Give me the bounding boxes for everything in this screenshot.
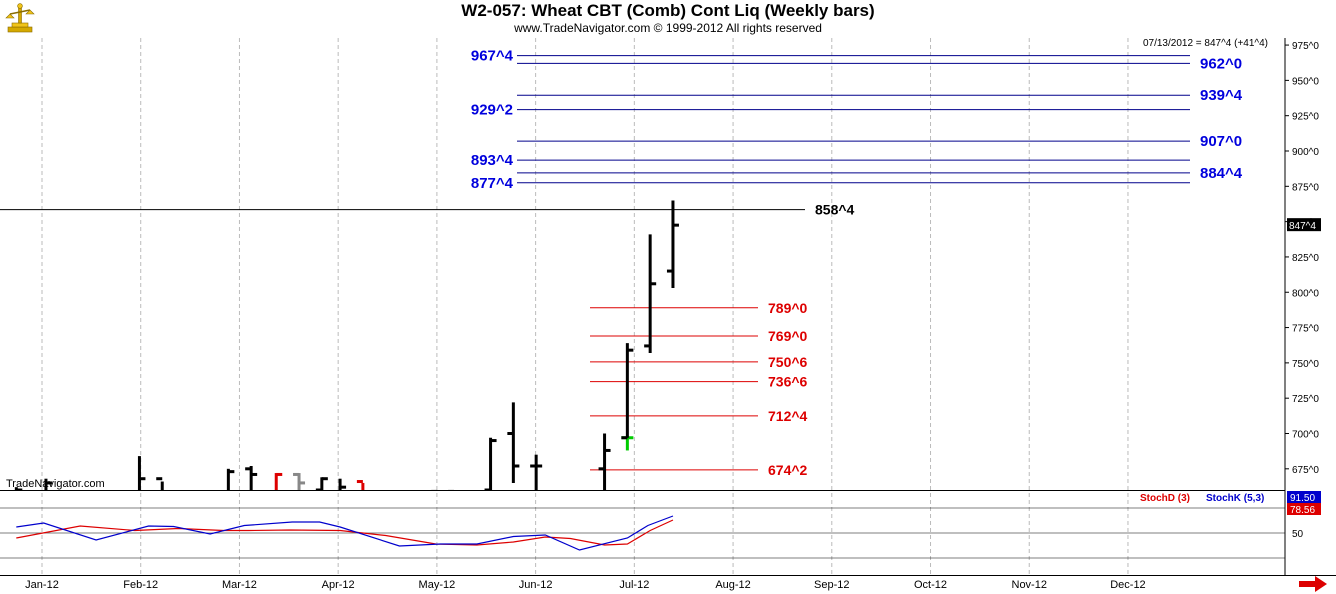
- price-level-label: 877^4: [471, 175, 514, 192]
- legend-stochk: StochK (5,3): [1206, 493, 1264, 504]
- month-tick-label: Apr-12: [322, 579, 355, 591]
- price-tick-label: 925^0: [1292, 112, 1319, 123]
- ohlc-bar[interactable]: [293, 472, 306, 518]
- ohlc-bar[interactable]: [507, 402, 520, 483]
- grid-lines: [0, 38, 1336, 576]
- chart-title: W2-057: Wheat CBT (Comb) Cont Liq (Weekl…: [461, 1, 875, 20]
- month-tick-label: Dec-12: [1110, 579, 1145, 591]
- price-tick-label: 700^0: [1292, 430, 1319, 441]
- ohlc-bar[interactable]: [530, 454, 543, 497]
- copyright-text: www.TradeNavigator.com © 1999-2012 All r…: [514, 21, 822, 35]
- month-tick-label: Jun-12: [519, 579, 553, 591]
- price-tick-label: 675^0: [1292, 465, 1319, 476]
- price-level-label: 674^2: [768, 462, 808, 478]
- price-tick-label: 750^0: [1292, 359, 1319, 370]
- ohlc-bar[interactable]: [156, 477, 168, 519]
- ohlc-bar[interactable]: [334, 478, 347, 519]
- legend-stochd: StochD (3): [1140, 493, 1190, 504]
- price-level-label: 939^4: [1200, 87, 1243, 104]
- price-level-label: 907^0: [1200, 133, 1242, 150]
- price-tick-label: 825^0: [1292, 253, 1319, 264]
- month-tick-label: May-12: [419, 579, 456, 591]
- price-level-label: 967^4: [471, 48, 514, 65]
- price-tick-label: 800^0: [1292, 288, 1319, 299]
- ohlc-bar[interactable]: [133, 456, 146, 518]
- price-level-label: 893^4: [471, 152, 514, 169]
- ohlc-bar[interactable]: [245, 465, 258, 511]
- ohlc-bar[interactable]: [382, 493, 394, 518]
- stoch-current-marker: [1287, 491, 1321, 503]
- ohlc-bar[interactable]: [108, 490, 120, 518]
- price-level-label: 736^6: [768, 374, 808, 390]
- ohlc-bar[interactable]: [222, 468, 235, 518]
- price-level-label: 750^6: [768, 354, 808, 370]
- stoch-current-label: 78.56: [1290, 505, 1315, 516]
- price-bars: [10, 200, 679, 519]
- right-arrow-icon[interactable]: [1298, 575, 1328, 593]
- price-tick-label: 900^0: [1292, 147, 1319, 158]
- stoch-series-line: [16, 515, 674, 551]
- stoch-tick-label: 50: [1292, 529, 1304, 540]
- ohlc-bar[interactable]: [40, 478, 52, 511]
- price-levels: 967^4 962^0 939^4 929^2 907^0 893^4 884^4 877^4…: [0, 48, 1243, 478]
- price-tick-label: 775^0: [1292, 324, 1319, 335]
- ohlc-bar[interactable]: [448, 489, 460, 518]
- price-level-label: 789^0: [768, 300, 808, 316]
- price-level-label: 884^4: [1200, 165, 1243, 182]
- ohlc-bar[interactable]: [10, 487, 23, 497]
- ohlc-bar[interactable]: [195, 491, 207, 518]
- price-level-label: 962^0: [1200, 55, 1242, 72]
- month-tick-label: Feb-12: [123, 579, 158, 591]
- stoch-current-marker: [1287, 503, 1321, 515]
- price-level-label: 858^4: [815, 202, 855, 218]
- ohlc-bar[interactable]: [621, 436, 634, 451]
- last-price-note: 07/13/2012 = 847^4 (+41^4): [1143, 38, 1268, 49]
- price-tick-label: 725^0: [1292, 394, 1319, 405]
- ohlc-bar[interactable]: [666, 200, 679, 289]
- watermark: TradeNavigator.com: [6, 478, 105, 490]
- trade-navigator-logo-icon: [2, 2, 38, 36]
- ohlc-bar[interactable]: [315, 477, 328, 504]
- title-bar: W2-057: Wheat CBT (Comb) Cont Liq (Weekl…: [0, 0, 1336, 38]
- month-tick-label: Mar-12: [222, 579, 257, 591]
- price-level-label: 929^2: [471, 102, 513, 119]
- ohlc-bar[interactable]: [484, 437, 497, 497]
- month-tick-label: Jul-12: [619, 579, 649, 591]
- ohlc-bar[interactable]: [621, 343, 634, 440]
- month-tick-label: Oct-12: [914, 579, 947, 591]
- last-price-label: 847^4: [1289, 221, 1316, 232]
- month-tick-label: Nov-12: [1012, 579, 1047, 591]
- price-level-label: 712^4: [768, 408, 808, 424]
- ohlc-bar[interactable]: [356, 480, 369, 519]
- price-level-label: 769^0: [768, 328, 808, 344]
- ohlc-bar[interactable]: [425, 489, 438, 518]
- price-axis: 975^0950^0925^0900^0875^0850^0825^0800^0…: [1285, 41, 1321, 476]
- price-tick-label: 975^0: [1292, 41, 1319, 52]
- ohlc-bar[interactable]: [270, 472, 283, 511]
- month-tick-label: Aug-12: [715, 579, 750, 591]
- month-tick-label: Jan-12: [25, 579, 59, 591]
- month-tick-label: Sep-12: [814, 579, 849, 591]
- ohlc-bar[interactable]: [598, 433, 611, 493]
- price-tick-label: 950^0: [1292, 76, 1319, 87]
- time-axis: Jan-12 Feb-12 Mar-12 Apr-12 May-12 Jun-12 Jul-…: [25, 579, 1146, 591]
- stoch-series-line: [16, 519, 674, 546]
- ohlc-bar[interactable]: [644, 234, 657, 353]
- price-tick-label: 875^0: [1292, 182, 1319, 193]
- last-price-marker: [1287, 218, 1321, 232]
- bars-group: [10, 200, 679, 519]
- stoch-current-label: 91.50: [1290, 493, 1315, 504]
